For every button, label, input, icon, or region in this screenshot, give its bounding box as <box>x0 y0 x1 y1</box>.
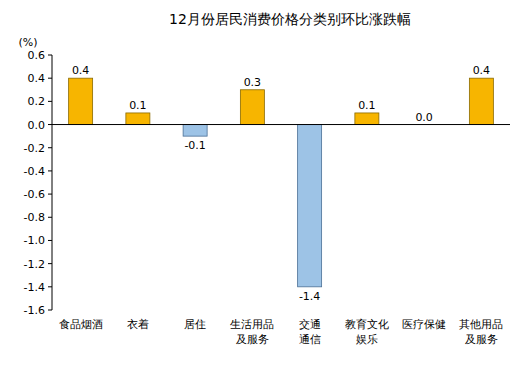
data-label: -1.4 <box>299 290 320 303</box>
x-tick-label-line: 医疗保健 <box>402 318 446 331</box>
x-tick-label-line: 衣着 <box>127 318 149 331</box>
x-tick-label-line: 通信 <box>299 333 321 346</box>
x-tick-label: 食品烟酒 <box>59 318 103 331</box>
x-tick-label: 交通通信 <box>299 318 321 346</box>
x-tick-label-line: 及服务 <box>465 333 498 346</box>
y-tick-label: -0.6 <box>24 188 45 201</box>
y-tick <box>48 147 52 148</box>
y-tick <box>48 286 52 287</box>
x-tick-label-line: 居住 <box>184 318 206 331</box>
x-tick-label: 教育文化娱乐 <box>345 318 389 346</box>
bar <box>126 113 150 125</box>
bar <box>183 125 207 137</box>
y-label: (%) <box>18 36 37 49</box>
title: 12月份居民消费价格分类别环比涨跌幅 <box>169 11 411 27</box>
x-tick-label: 居住 <box>184 318 206 331</box>
data-label: 0.3 <box>244 76 262 89</box>
bars <box>69 78 494 287</box>
y-tick-label: -1.2 <box>24 258 45 271</box>
data-label: 0.4 <box>473 64 491 77</box>
bar <box>298 125 322 287</box>
y-tick <box>48 263 52 264</box>
x-tick-label-line: 食品烟酒 <box>59 318 103 331</box>
y-tick-label: 0.2 <box>28 95 46 108</box>
y-tick <box>48 55 52 56</box>
y-tick-label: 0.6 <box>28 49 46 62</box>
bar <box>240 90 264 125</box>
y-tick <box>48 78 52 79</box>
x-tick-label: 医疗保健 <box>402 318 446 331</box>
y-tick-label: -1.4 <box>24 281 45 294</box>
x-tick-label-line: 教育文化 <box>345 318 389 331</box>
zero-line <box>52 124 510 125</box>
x-tick-label: 生活用品及服务 <box>230 318 274 346</box>
x-tick-label: 衣着 <box>127 318 149 331</box>
y-tick-label: -0.8 <box>24 211 45 224</box>
y-tick <box>48 310 52 311</box>
y-tick-label: -0.2 <box>24 142 45 155</box>
y-tick <box>48 170 52 171</box>
y-tick <box>48 124 52 125</box>
data-label: 0.1 <box>129 99 147 112</box>
x-tick-label-line: 娱乐 <box>356 333 378 346</box>
data-label: -0.1 <box>184 139 205 152</box>
x-tick-label-line: 其他用品 <box>459 318 503 331</box>
y-tick <box>48 240 52 241</box>
bar <box>355 113 379 125</box>
y-tick-label: 0.4 <box>28 72 46 85</box>
chart: 12月份居民消费价格分类别环比涨跌幅 (%)0.6 0.4 0.2 0.0 -0.2 -0.… <box>0 0 529 378</box>
data-label: 0.1 <box>358 99 376 112</box>
x-tick-label-line: 及服务 <box>236 333 269 346</box>
y-axis <box>52 55 53 310</box>
y-tick <box>48 217 52 218</box>
data-label: 0.0 <box>415 111 433 124</box>
y-tick-label: -0.4 <box>24 165 45 178</box>
y-tick <box>48 194 52 195</box>
bar <box>69 78 93 124</box>
y-tick-label: -1.0 <box>24 234 45 247</box>
y-tick-label: 0.0 <box>28 119 46 132</box>
data-label: 0.4 <box>72 64 90 77</box>
x-tick-label-line: 生活用品 <box>230 318 274 331</box>
y-tick-label: -1.6 <box>24 304 45 317</box>
bar <box>469 78 493 124</box>
x-tick-label-line: 交通 <box>299 318 321 331</box>
y-tick <box>48 101 52 102</box>
x-tick-label: 其他用品及服务 <box>459 318 503 346</box>
